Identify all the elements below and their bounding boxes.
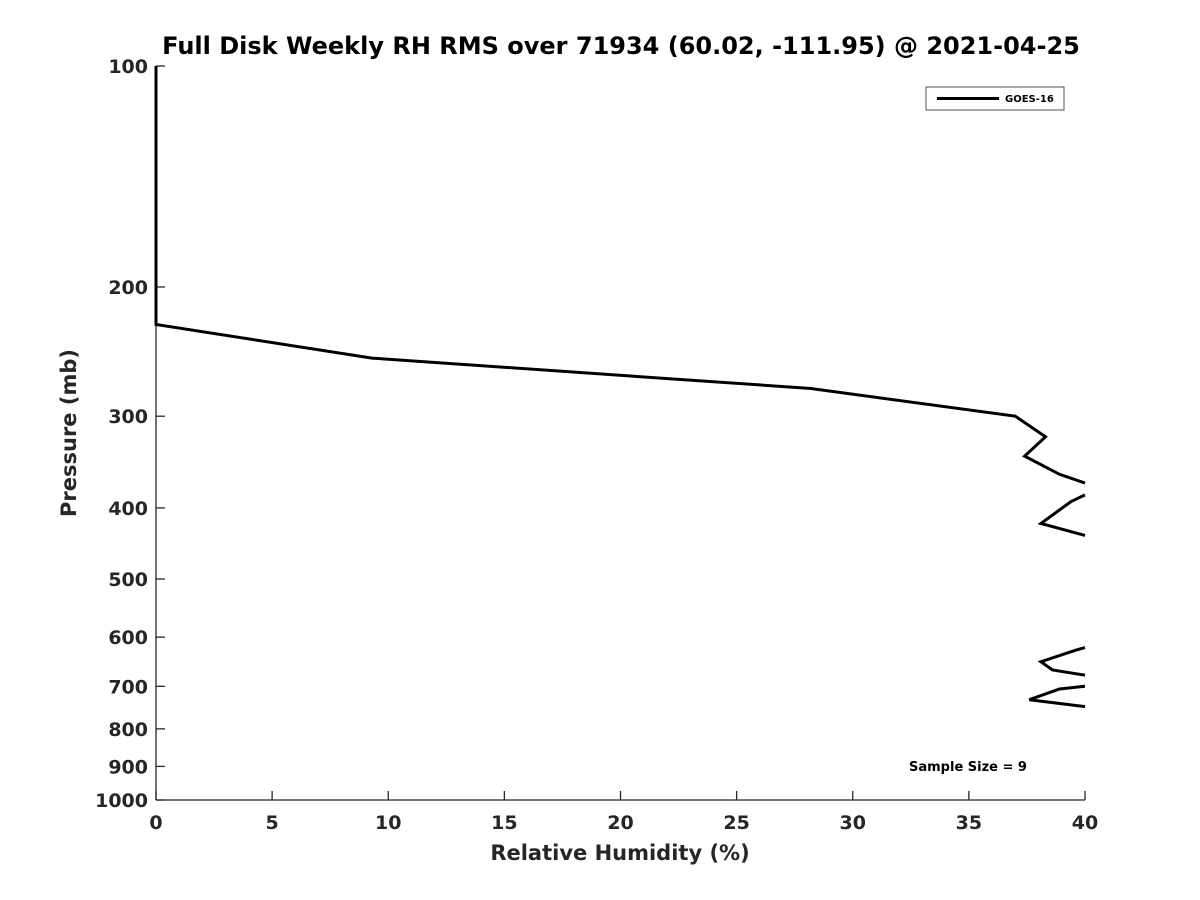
legend-label-goes-16: GOES-16 (1005, 94, 1054, 105)
series-lines (154, 66, 1086, 709)
sample-size-annotation: Sample Size = 9 (909, 760, 1027, 775)
y-tick-label: 500 (108, 569, 148, 591)
y-tick-label: 300 (108, 406, 148, 428)
x-tick-label: 30 (840, 812, 866, 834)
y-tick-label: 200 (108, 277, 148, 299)
y-ticks: 100 200 300 400 500 600 700 800 900 1000 (95, 56, 165, 812)
series-line-goes-16-segment-4 (1028, 684, 1086, 709)
chart-title: Full Disk Weekly RH RMS over 71934 (60.0… (162, 32, 1080, 60)
y-tick-label: 900 (108, 756, 148, 778)
y-tick-label: 1000 (95, 790, 148, 812)
series-line-goes-16-segment-3 (1037, 646, 1086, 677)
x-tick-label: 40 (1072, 812, 1098, 834)
legend: GOES-16 (925, 86, 1065, 111)
x-tick-label: 25 (723, 812, 749, 834)
x-tick-label: 35 (956, 812, 982, 834)
x-axis-label: Relative Humidity (%) (490, 841, 749, 865)
y-axis-label: Pressure (mb) (57, 349, 81, 517)
y-tick-label: 600 (108, 627, 148, 649)
x-tick-label: 20 (607, 812, 633, 834)
y-tick-label: 700 (108, 676, 148, 698)
y-tick-label: 100 (108, 56, 148, 78)
x-tick-label: 10 (375, 812, 401, 834)
series-line-goes-16-segment-1 (154, 66, 1086, 485)
x-tick-label: 5 (266, 812, 279, 834)
series-line-goes-16-segment-2 (1037, 493, 1086, 537)
y-tick-label: 400 (108, 498, 148, 520)
x-tick-label: 0 (149, 812, 162, 834)
x-ticks: 0 5 10 15 20 25 30 35 40 (149, 791, 1098, 834)
y-tick-label: 800 (108, 719, 148, 741)
x-tick-label: 15 (491, 812, 517, 834)
